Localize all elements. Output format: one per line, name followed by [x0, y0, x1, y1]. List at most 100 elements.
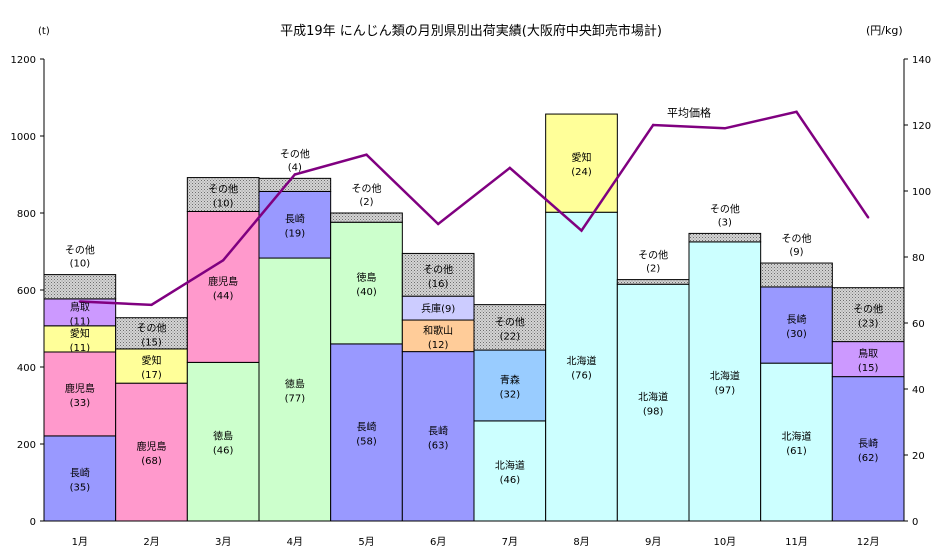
bar-segment: [43, 435, 117, 522]
segment-name-label: その他: [710, 202, 740, 215]
x-tick-label: 10月: [713, 536, 736, 548]
segment-name-label: その他: [495, 315, 525, 328]
price-point: [293, 173, 297, 176]
segment-share-label: (76): [571, 371, 592, 382]
price-point: [436, 222, 440, 226]
x-tick-label: 8月: [573, 536, 589, 548]
segment-name-label: 鹿児島: [65, 382, 95, 395]
segment-name-label: 長崎: [787, 313, 807, 326]
segment-share-label: (11): [70, 343, 91, 354]
bars-layer: [43, 113, 905, 522]
x-tick-label: 7月: [502, 536, 518, 548]
y-tick-label: 200: [17, 440, 36, 451]
right-axis-unit: (円/kg): [866, 24, 903, 37]
segment-name-label: 鳥取: [858, 347, 878, 360]
x-tick-label: 3月: [215, 536, 231, 548]
bar-segment: [760, 286, 833, 364]
price-point: [365, 153, 368, 156]
y-tick-label: 600: [17, 286, 36, 297]
bar-segment: [43, 274, 117, 300]
segment-share-label: (2): [646, 264, 660, 275]
y2-tick-label: 140: [912, 55, 931, 66]
chart-title: 平成19年 にんじん類の月別県別出荷実績(大阪府中央卸売市場計): [280, 24, 662, 39]
segment-share-label: (30): [786, 329, 807, 340]
x-tick-label: 11月: [785, 536, 808, 548]
segment-share-label: (17): [141, 370, 162, 381]
price-point: [580, 229, 583, 232]
segment-share-label: (15): [858, 363, 879, 374]
x-tick-label: 4月: [287, 536, 303, 548]
bar-segment: [330, 221, 403, 345]
segment-name-label: 長崎: [858, 437, 878, 450]
segment-share-label: (19): [285, 229, 306, 240]
segment-label: 兵庫(9): [421, 302, 455, 315]
segment-share-label: (35): [70, 482, 91, 493]
y-tick-label: 800: [17, 209, 36, 220]
price-line: [79, 110, 870, 307]
segment-name-label: 徳島: [285, 378, 305, 391]
segment-name-label: 愛知: [572, 151, 592, 164]
segment-share-label: (61): [786, 446, 807, 457]
segment-share-label: (2): [359, 197, 373, 208]
segment-name-label: 長崎: [285, 213, 305, 226]
segment-name-label: その他: [638, 249, 668, 262]
price-point: [866, 216, 870, 219]
y2-tick-label: 40: [912, 385, 925, 396]
bar-segment: [473, 420, 547, 522]
bar-segment: [616, 279, 690, 285]
segment-name-label: 和歌山: [423, 324, 453, 337]
segment-share-label: (24): [571, 167, 592, 178]
bar-segment: [401, 252, 475, 297]
bar-segment: [115, 317, 188, 350]
y2-tick-label: 60: [912, 319, 925, 330]
segment-name-label: 鹿児島: [208, 275, 238, 288]
price-point: [723, 127, 727, 130]
segment-share-label: (9): [789, 247, 803, 258]
segment-share-label: (40): [356, 287, 377, 298]
segment-name-label: 北海道: [495, 459, 525, 472]
y2-tick-label: 100: [912, 187, 931, 198]
bar-segment: [760, 362, 833, 522]
segment-name-label: その他: [853, 303, 883, 316]
x-tick-label: 2月: [143, 536, 159, 548]
segment-share-label: (58): [356, 436, 377, 447]
segment-name-label: 鹿児島: [137, 440, 167, 453]
segment-name-label: 徳島: [213, 430, 233, 443]
segment-share-label: (63): [428, 440, 449, 451]
segment-share-label: (62): [858, 453, 879, 464]
x-tick-label: 6月: [430, 536, 446, 548]
segment-name-label: 長崎: [357, 420, 377, 433]
price-line-layer: [78, 110, 870, 307]
bar-segment: [688, 241, 762, 522]
y-tick-label: 0: [30, 517, 36, 528]
segment-name-label: その他: [208, 183, 238, 196]
segment-name-label: その他: [423, 263, 453, 276]
bar-segment: [473, 349, 547, 422]
segment-share-label: (10): [70, 259, 91, 270]
bar-segment: [760, 262, 833, 288]
segment-share-label: (23): [858, 319, 879, 330]
y2-tick-label: 80: [912, 253, 925, 264]
segment-name-label: 北海道: [782, 430, 812, 443]
labels-layer: 長崎(35)鹿児島(33)愛知(11)鳥取(11)その他(10)鹿児島(68)愛…: [65, 105, 883, 493]
segment-name-label: その他: [352, 182, 382, 195]
segment-name-label: 北海道: [638, 391, 668, 404]
bar-segment: [330, 343, 403, 522]
segment-share-label: (46): [213, 446, 234, 457]
segment-name-label: 長崎: [70, 466, 90, 479]
x-tick-label: 12月: [857, 536, 880, 548]
segment-name-label: 愛知: [142, 354, 162, 367]
y2-tick-label: 120: [912, 121, 931, 132]
price-point: [651, 123, 655, 127]
y-tick-label: 1200: [11, 55, 36, 66]
bar-segment: [831, 341, 905, 378]
segment-share-label: (22): [500, 331, 521, 342]
bar-segment: [186, 177, 260, 212]
y2-tick-label: 20: [912, 451, 925, 462]
segment-share-label: (12): [428, 340, 449, 351]
x-tick-label: 5月: [358, 536, 374, 548]
x-tick-label: 9月: [645, 536, 661, 548]
segment-share-label: (44): [213, 291, 234, 302]
left-axis-unit: (t): [38, 26, 50, 37]
